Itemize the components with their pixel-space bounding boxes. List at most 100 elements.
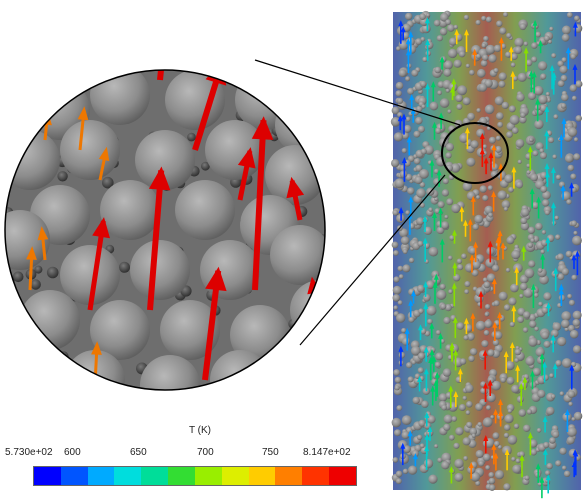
column-particle (428, 246, 439, 257)
column-particle (504, 174, 514, 184)
column-particle (423, 458, 434, 469)
column-particle (401, 327, 407, 334)
column-particle (396, 405, 403, 411)
column-arrow-head (464, 29, 469, 36)
column-arrow-head (498, 163, 504, 170)
column-arrow-head (459, 206, 465, 213)
column-particle (456, 322, 464, 330)
column-particle (542, 374, 549, 381)
column-particle (530, 173, 538, 182)
column-arrow-head (544, 163, 550, 169)
column-particle (527, 91, 537, 100)
column-particle (442, 368, 452, 377)
small-particle (11, 337, 24, 349)
column-particle (439, 28, 448, 36)
column-particle (422, 56, 428, 63)
column-particle (455, 427, 464, 436)
column-arrow-head (398, 345, 404, 352)
column-particle (561, 268, 569, 276)
column-particle (528, 137, 534, 143)
column-arrow-head (569, 182, 575, 189)
column-particle (464, 324, 473, 333)
velocity-arrow (147, 170, 165, 311)
large-particle (165, 70, 225, 130)
column-particle (427, 415, 436, 424)
colorbar-swatch (34, 467, 61, 485)
column-particle (427, 318, 433, 325)
column-arrow-head (551, 202, 556, 209)
column-particle (561, 311, 572, 321)
column-particle (543, 340, 551, 348)
column-arrow-head (515, 364, 521, 371)
column-particle (475, 53, 481, 59)
column-particle (455, 376, 463, 384)
column-particle (542, 199, 550, 207)
column-particle (395, 90, 402, 97)
column-particle (572, 235, 582, 246)
column-particle (533, 85, 544, 96)
column-particle (443, 60, 453, 70)
column-particle (465, 410, 471, 415)
column-arrow-head (429, 322, 435, 329)
column-particle (391, 159, 400, 168)
column-particle (441, 461, 450, 470)
colorbar-tick-650: 650 (130, 447, 147, 458)
column-particle (559, 65, 568, 74)
column-arrow-head (424, 411, 430, 418)
column-particle (407, 155, 415, 162)
column-arrow-head (468, 462, 474, 469)
column-arrow-head (469, 254, 475, 261)
small-particle (20, 349, 32, 360)
column-arrow-head (417, 375, 423, 382)
column-particle (561, 358, 572, 368)
column-particle (437, 457, 443, 463)
column-particle (447, 48, 458, 59)
column-particle (408, 316, 415, 323)
column-particle (463, 14, 469, 20)
column-particle (467, 332, 475, 341)
column-arrow-head (491, 191, 497, 197)
column-particle (486, 393, 496, 403)
column-particle (469, 427, 478, 436)
column-particle (571, 361, 577, 367)
column-arrow-head (553, 267, 559, 274)
column-arrow-head (497, 230, 503, 237)
column-particle (478, 460, 485, 467)
column-particle (407, 87, 415, 95)
particle-column (390, 10, 583, 499)
column-particle (510, 62, 516, 68)
column-particle (548, 39, 552, 44)
column-particle (453, 59, 462, 68)
column-arrow-head (432, 121, 437, 128)
column-particle (391, 106, 400, 115)
column-arrow-head (400, 26, 406, 33)
column-particle (488, 484, 496, 491)
column-arrow-head (544, 106, 550, 112)
column-particle (481, 43, 487, 48)
column-particle (555, 174, 562, 180)
column-arrow-head (408, 299, 414, 306)
column-particle (394, 178, 405, 189)
column-arrow-head (483, 382, 488, 389)
column-particle (456, 103, 463, 110)
column-particle (549, 26, 554, 31)
column-particle (470, 140, 479, 149)
velocity-arrow-head (92, 217, 110, 239)
column-particle (484, 312, 489, 317)
column-particle (437, 90, 442, 96)
column-particle (468, 355, 475, 362)
column-arrow-head (491, 278, 497, 285)
column-particle (393, 132, 403, 142)
column-particle (519, 275, 529, 284)
column-particle (391, 241, 399, 249)
column-arrow-head (401, 157, 407, 164)
column-particle (451, 203, 461, 214)
column-particle (505, 51, 512, 58)
column-particle (395, 470, 403, 478)
column-particle (552, 430, 560, 439)
column-particle (439, 283, 446, 290)
column-particle (420, 148, 427, 155)
column-arrow-head (488, 152, 494, 158)
column-arrow-head (409, 94, 415, 100)
column-particle (448, 82, 458, 92)
